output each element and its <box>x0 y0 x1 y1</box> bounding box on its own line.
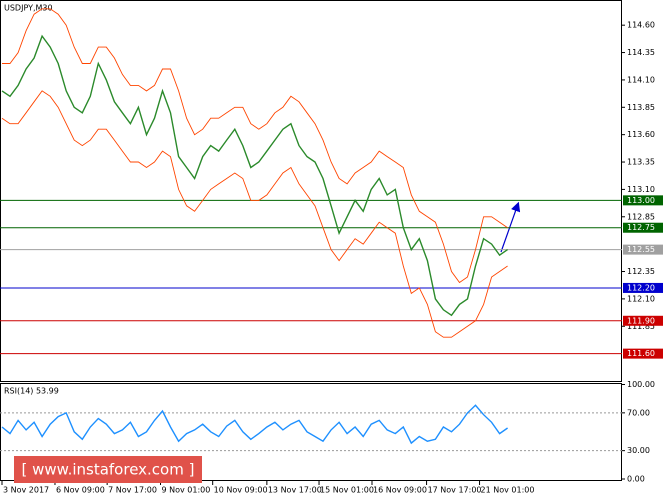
y-tick-label: 112.10 <box>627 294 655 303</box>
y-tick-label: 113.60 <box>627 130 655 139</box>
watermark: [ www.instaforex.com ] <box>22 461 195 479</box>
rsi-frame <box>0 383 622 481</box>
x-tick-label: 13 Nov 17:00 <box>268 486 322 495</box>
level-label-box <box>623 244 663 255</box>
level-label-box <box>623 282 663 293</box>
x-tick-label: 17 Nov 17:00 <box>428 486 482 495</box>
y-tick-label: 112.35 <box>627 267 655 276</box>
x-tick-label: 16 Nov 09:00 <box>373 486 427 495</box>
x-tick-label: 9 Nov 01:00 <box>162 486 211 495</box>
y-tick-label: 112.85 <box>627 212 655 221</box>
level-label: 111.60 <box>627 349 655 358</box>
y-tick-label: 111.85 <box>627 322 655 331</box>
y-tick-label: 113.10 <box>627 185 655 194</box>
level-label: 112.75 <box>627 223 655 232</box>
y-tick-label: 114.60 <box>627 21 655 30</box>
series-line <box>1 34 508 317</box>
y-tick-label: 30.00 <box>627 446 650 455</box>
x-tick-label: 21 Nov 01:00 <box>481 486 535 495</box>
level-label-box <box>623 195 663 206</box>
series-line <box>2 8 508 284</box>
y-tick-label: 0.00 <box>627 475 645 484</box>
level-label: 113.00 <box>627 196 655 205</box>
level-label: 112.20 <box>627 283 655 292</box>
x-tick-label: 7 Nov 17:00 <box>108 486 157 495</box>
rsi-title: RSI(14) 53.99 <box>4 387 59 396</box>
y-tick-label: 113.35 <box>627 158 655 167</box>
x-tick-label: 10 Nov 09:00 <box>214 486 268 495</box>
level-label-box <box>623 222 663 233</box>
y-tick-label: 113.85 <box>627 103 655 112</box>
level-label-box <box>623 315 663 326</box>
x-tick-label: 3 Nov 2017 <box>3 486 49 495</box>
y-tick-label: 100.00 <box>627 380 655 389</box>
price-frame <box>0 0 622 382</box>
x-tick-label: 15 Nov 01:00 <box>320 486 374 495</box>
level-label: 112.55 <box>627 245 655 254</box>
chart-title: USDJPY,M30 <box>4 4 53 13</box>
series-line <box>1 90 508 338</box>
y-tick-label: 70.00 <box>627 408 650 417</box>
level-label: 111.90 <box>627 316 655 325</box>
x-tick-label: 6 Nov 09:00 <box>56 486 105 495</box>
level-label-box <box>623 348 663 359</box>
watermark-box <box>14 456 202 483</box>
y-tick-label: 114.35 <box>627 48 655 57</box>
series-line <box>1 404 509 445</box>
y-tick-label: 114.10 <box>627 75 655 84</box>
